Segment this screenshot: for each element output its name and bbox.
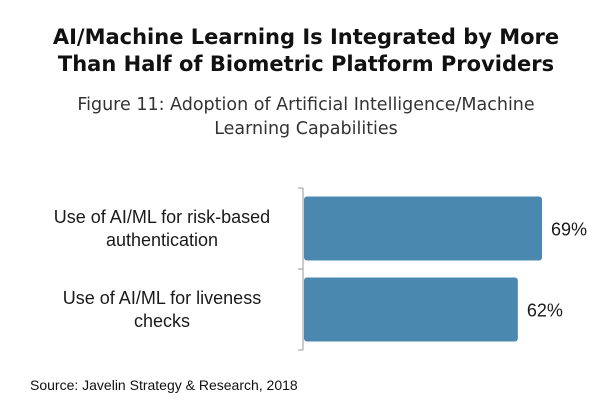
bar-chart: 69% Use of AI/ML for risk-based authentica… [54, 187, 587, 351]
category-label: authentication [106, 230, 218, 250]
figure-caption-line2: Learning Capabilities [214, 119, 398, 139]
chart-title-line1: AI/Machine Learning Is Integrated by Mor… [52, 25, 560, 49]
source-note: Source: Javelin Strategy & Research, 201… [30, 377, 298, 393]
category-label: checks [134, 311, 190, 331]
category-label: Use of AI/ML for liveness [63, 288, 261, 308]
bar [304, 196, 542, 261]
figure-caption-line1: Figure 11: Adoption of Artificial Intell… [77, 95, 535, 115]
bar [304, 277, 518, 342]
data-label: 69% [551, 220, 587, 240]
category-label: Use of AI/ML for risk-based [54, 207, 270, 227]
data-label: 62% [527, 301, 563, 321]
chart-title-line2: Than Half of Biometric Platform Provider… [57, 52, 555, 76]
